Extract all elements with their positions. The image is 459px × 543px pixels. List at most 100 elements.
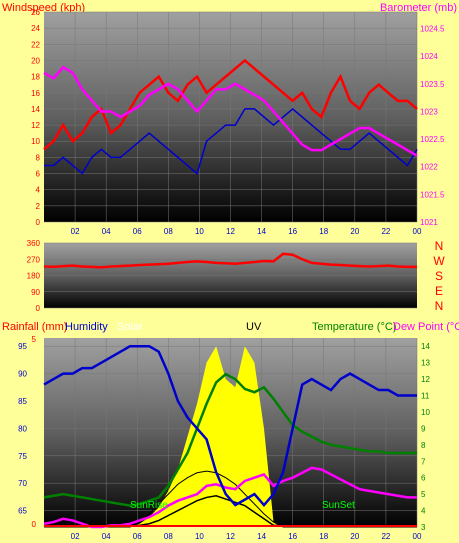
compass-letter: S [435, 269, 443, 283]
temp-tick-label: 11 [421, 392, 430, 401]
temp-tick-label: 10 [421, 408, 430, 417]
baro-tick-label: 1023.5 [420, 80, 445, 89]
x-tick-label: 16 [288, 227, 297, 236]
wind-tick-label: 6 [36, 170, 41, 179]
x-tick-label: 02 [71, 532, 80, 541]
x-tick-label: 22 [381, 532, 390, 541]
direction-tick-label: 360 [27, 239, 41, 248]
x-tick-label: 16 [288, 532, 297, 541]
x-tick-label: 02 [71, 227, 80, 236]
wind-tick-label: 16 [31, 89, 40, 98]
compass-letter: N [435, 299, 444, 313]
temp-tick-label: 14 [421, 342, 430, 351]
direction-y-ticks: 0 90 180 270 360 [27, 239, 41, 313]
humidity-tick-label: 65 [18, 507, 27, 516]
x-tick-label: 08 [164, 532, 173, 541]
temp-tick-label: 8 [421, 441, 426, 450]
wind-line [43, 58, 418, 151]
x-tick-label: 00 [413, 532, 422, 541]
rain-y-ticks: 05 [32, 335, 37, 529]
humidity-tick-label: 75 [18, 452, 27, 461]
direction-series [43, 252, 417, 269]
direction-tick-label: 180 [27, 272, 41, 281]
gust-line [44, 107, 418, 175]
temperature-label: Temperature (°C) [312, 321, 396, 333]
x-tick-label: 04 [102, 532, 111, 541]
x-tick-label: 22 [381, 227, 390, 236]
temp-tick-label: 6 [421, 474, 426, 483]
wind-grid [44, 11, 418, 223]
temp-tick-label: 7 [421, 457, 426, 466]
compass-letter: E [435, 284, 443, 298]
baro-tick-label: 1024.5 [420, 25, 445, 34]
rain-tick-label: 0 [32, 520, 37, 529]
wind-tick-label: 4 [36, 186, 41, 195]
compass-letter: N [435, 239, 444, 253]
sunset-annotation: SunSet [322, 500, 355, 511]
direction-tick-label: 0 [36, 304, 41, 313]
compass-letter: W [433, 254, 445, 268]
wind-tick-label: 26 [31, 8, 40, 17]
x-tick-label: 00 [413, 227, 422, 236]
wind-tick-label: 24 [31, 24, 40, 33]
humidity-y-ticks: 65 70 75 80 85 90 95 [18, 342, 27, 515]
wind-x-ticks: 02 04 06 08 10 12 14 16 18 20 22 00 [71, 227, 422, 236]
wind-axis-label: Windspeed (kph) [2, 2, 85, 14]
baro-tick-label: 1023 [420, 107, 438, 116]
x-tick-label: 14 [257, 532, 266, 541]
solar-area [44, 346, 417, 527]
temp-tick-label: 12 [421, 375, 430, 384]
x-tick-label: 12 [226, 532, 235, 541]
direction-line [43, 252, 417, 269]
dewpoint-label: Dew Point (°C) [393, 321, 459, 333]
direction-grid [44, 242, 417, 309]
wind-series [43, 58, 418, 175]
x-tick-label: 20 [350, 532, 359, 541]
wind-tick-label: 14 [31, 105, 40, 114]
sunrise-annotation: SunRise [130, 500, 168, 511]
direction-tick-label: 90 [31, 288, 40, 297]
temp-tick-label: 5 [421, 490, 426, 499]
x-tick-label: 20 [350, 227, 359, 236]
direction-tick-label: 270 [27, 255, 41, 264]
x-tick-label: 06 [133, 532, 142, 541]
baro-tick-label: 1022 [420, 163, 438, 172]
uv-label: UV [246, 321, 262, 333]
baro-axis-label: Barometer (mb) [380, 2, 457, 14]
temperature-line [43, 372, 417, 507]
x-tick-label: 04 [102, 227, 111, 236]
x-tick-label: 18 [319, 227, 328, 236]
baro-tick-label: 1024 [420, 52, 438, 61]
temp-x-ticks: 02 04 06 08 10 12 14 16 18 20 22 00 [71, 532, 422, 541]
x-tick-label: 10 [195, 227, 204, 236]
humidity-tick-label: 70 [18, 479, 27, 488]
x-tick-label: 18 [319, 532, 328, 541]
baro-tick-label: 1021 [420, 218, 438, 227]
temp-tick-label: 13 [421, 359, 430, 368]
temp-tick-label: 4 [421, 507, 426, 516]
humidity-tick-label: 85 [18, 397, 27, 406]
baro-tick-label: 1021.5 [420, 190, 445, 199]
wind-tick-label: 22 [31, 40, 40, 49]
humidity-tick-label: 95 [18, 342, 27, 351]
baro-line [43, 65, 418, 157]
temp-tick-label: 3 [421, 523, 426, 532]
wind-tick-label: 8 [36, 153, 41, 162]
baro-y-ticks: 1021 1021.5 1022 1022.5 1023 1023.5 1024 1024.5 [420, 25, 445, 227]
rain-axis-label: Rainfall (mm) [2, 321, 67, 333]
x-tick-label: 12 [226, 227, 235, 236]
wind-tick-label: 12 [31, 121, 40, 130]
wind-tick-label: 10 [31, 137, 40, 146]
x-tick-label: 08 [164, 227, 173, 236]
wind-tick-label: 0 [36, 218, 41, 227]
wind-tick-label: 20 [31, 56, 40, 65]
rain-tick-label: 5 [32, 335, 37, 344]
humidity-tick-label: 80 [18, 424, 27, 433]
temp-tick-label: 9 [421, 424, 426, 433]
solar-label: Solar [117, 321, 143, 333]
x-tick-label: 06 [133, 227, 142, 236]
humidity-line [43, 344, 417, 507]
